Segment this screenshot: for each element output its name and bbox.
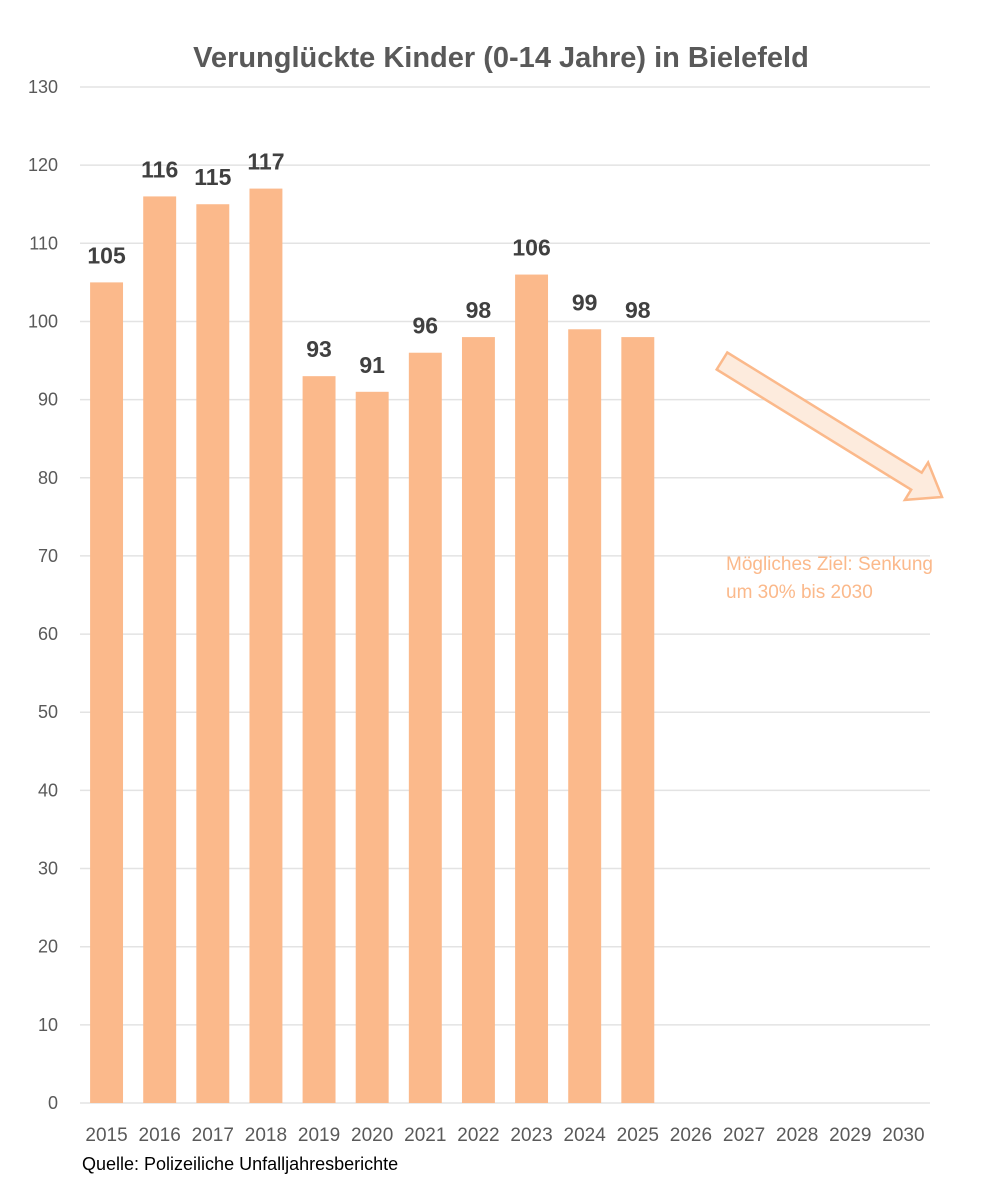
annotation-line-1: Mögliches Ziel: Senkung — [726, 554, 933, 575]
data-label-2018: 117 — [247, 149, 284, 175]
x-tick-label: 2015 — [85, 1125, 127, 1146]
x-tick-label: 2025 — [617, 1125, 659, 1146]
y-tick-label: 50 — [38, 702, 58, 722]
x-tick-label: 2029 — [829, 1125, 871, 1146]
y-tick-label: 30 — [38, 859, 58, 879]
y-tick-label: 60 — [38, 624, 58, 644]
data-label-2023: 106 — [512, 235, 550, 261]
data-label-2017: 115 — [194, 164, 231, 190]
x-tick-label: 2020 — [351, 1125, 393, 1146]
trend-arrow-annotation — [714, 350, 944, 502]
y-tick-label: 40 — [38, 780, 58, 800]
bar-2017 — [196, 204, 230, 1103]
bar-2018 — [249, 188, 283, 1104]
bar-2023 — [515, 274, 549, 1104]
data-label-2016: 116 — [141, 156, 178, 182]
x-tick-label: 2027 — [723, 1125, 765, 1146]
y-tick-label: 90 — [38, 390, 58, 410]
y-tick-label: 70 — [38, 546, 58, 566]
data-labels: 105 116 115 117 93 91 96 98 106 99 98 — [87, 149, 650, 378]
y-axis-ticks: 0 10 20 30 40 50 60 70 80 90 100 110 120 130 — [28, 77, 58, 1113]
bar-2024 — [568, 329, 602, 1103]
y-tick-label: 130 — [28, 77, 58, 97]
y-tick-label: 20 — [38, 937, 58, 957]
x-tick-label: 2024 — [564, 1125, 607, 1146]
data-label-2020: 91 — [359, 352, 385, 378]
bar-2021 — [408, 352, 442, 1103]
trend-arrow-icon — [714, 350, 944, 502]
data-label-2025: 98 — [625, 297, 651, 323]
bar-2025 — [621, 337, 655, 1104]
x-tick-label: 2026 — [670, 1125, 712, 1146]
x-tick-label: 2017 — [192, 1125, 234, 1146]
bar-2019 — [302, 376, 336, 1104]
bar-2016 — [143, 196, 177, 1103]
x-tick-label: 2028 — [776, 1125, 818, 1146]
x-tick-label: 2016 — [139, 1125, 181, 1146]
y-tick-label: 80 — [38, 468, 58, 488]
bars — [90, 188, 655, 1104]
data-label-2019: 93 — [306, 336, 332, 362]
annotation-line-2: um 30% bis 2030 — [726, 582, 873, 603]
source-note: Quelle: Polizeiliche Unfalljahresbericht… — [82, 1154, 398, 1174]
x-tick-label: 2022 — [457, 1125, 499, 1146]
data-label-2015: 105 — [87, 242, 126, 268]
x-axis-ticks: 2015 2016 2017 2018 2019 2020 2021 2022 2023 2024… — [85, 1125, 924, 1146]
y-tick-label: 10 — [38, 1015, 58, 1035]
data-label-2022: 98 — [466, 297, 492, 323]
bar-2020 — [355, 391, 389, 1103]
x-tick-label: 2019 — [298, 1125, 340, 1146]
x-tick-label: 2021 — [404, 1125, 446, 1146]
data-label-2021: 96 — [413, 313, 439, 339]
x-tick-label: 2030 — [882, 1125, 924, 1146]
y-tick-label: 110 — [29, 233, 58, 253]
x-tick-label: 2023 — [510, 1125, 552, 1146]
y-tick-label: 0 — [48, 1093, 58, 1113]
data-label-2024: 99 — [572, 289, 598, 315]
chart-title: Verunglückte Kinder (0-14 Jahre) in Biel… — [193, 42, 809, 74]
bar-2022 — [461, 337, 495, 1104]
x-tick-label: 2018 — [245, 1125, 287, 1146]
y-tick-label: 120 — [28, 155, 58, 175]
y-tick-label: 100 — [28, 311, 58, 331]
bar-2015 — [90, 282, 124, 1103]
